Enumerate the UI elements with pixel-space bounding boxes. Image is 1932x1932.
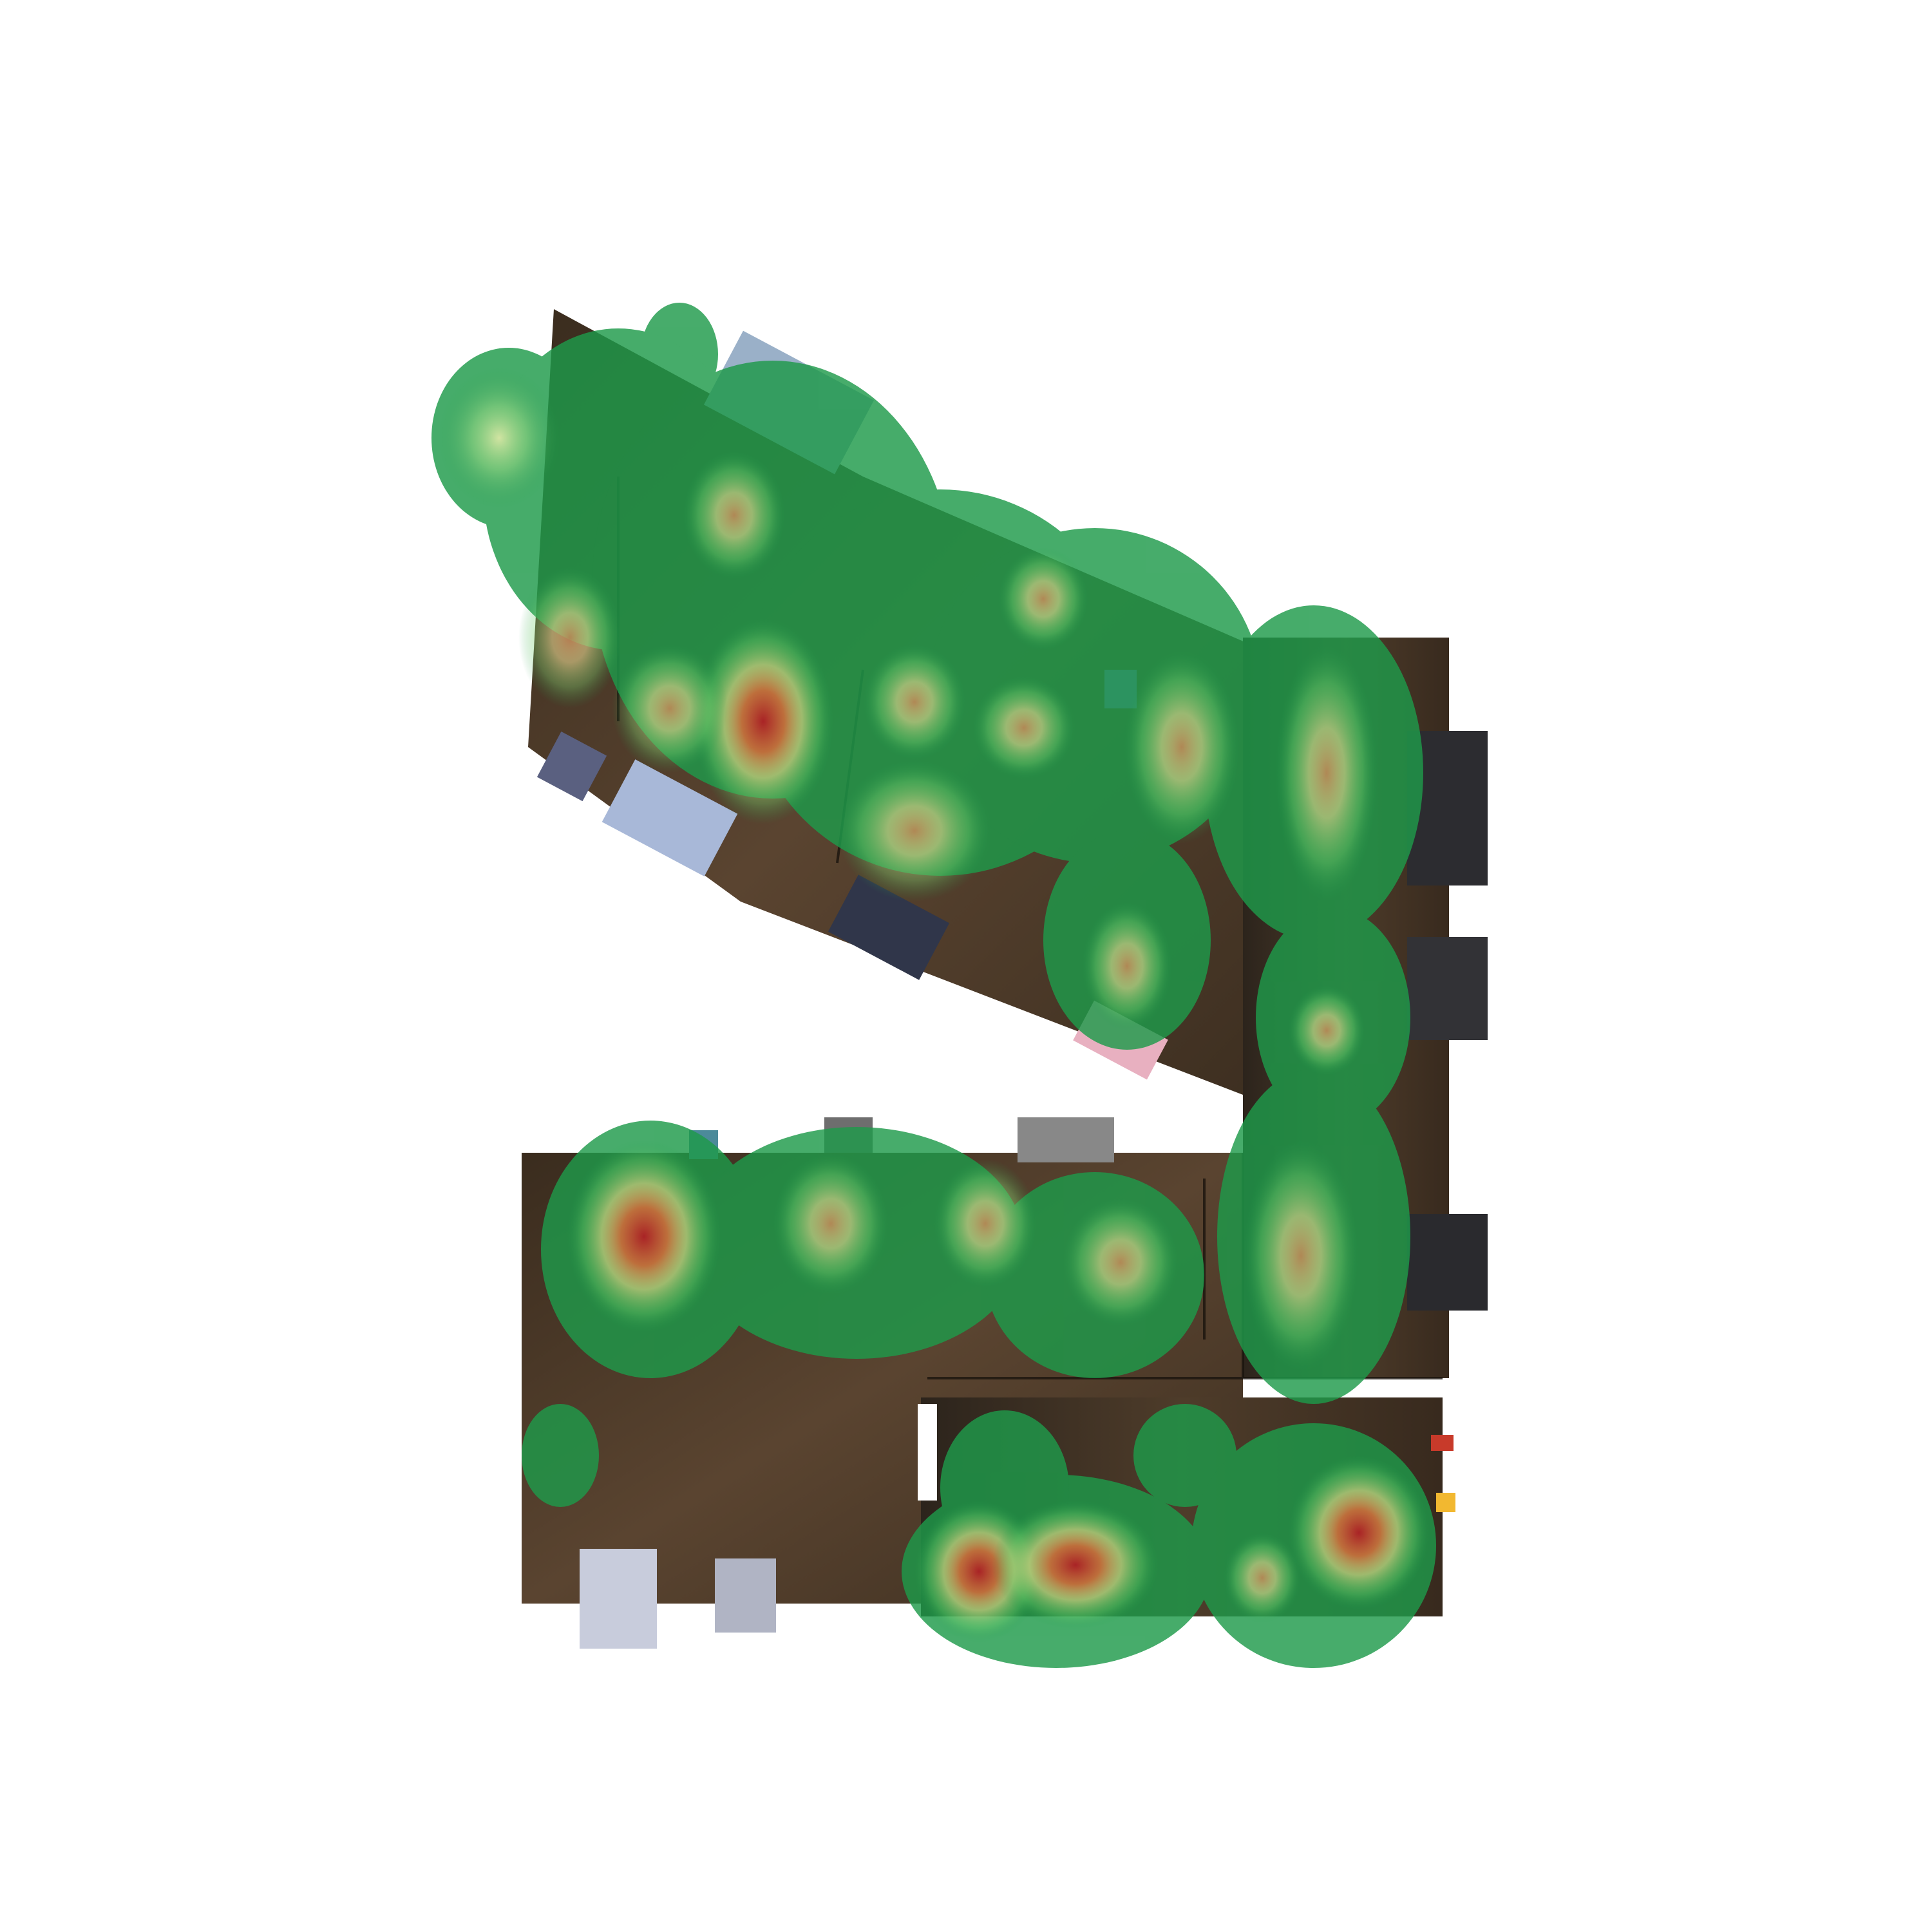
hotspot-corridor-2 bbox=[1243, 1140, 1359, 1372]
hotspot-corridor-mid bbox=[1082, 902, 1172, 1030]
hotspot-upper-mid bbox=[837, 760, 992, 902]
hotspot-south-small bbox=[1224, 1533, 1301, 1623]
art-red-stripe bbox=[1431, 1435, 1454, 1451]
hotspot-upper-top bbox=[683, 451, 786, 580]
heat-region-lower-small bbox=[522, 1404, 599, 1507]
art-grey-texture-top bbox=[1018, 1117, 1114, 1162]
art-blue-panel-left bbox=[601, 759, 738, 876]
art-dots-grid bbox=[828, 875, 950, 980]
art-grey-blue-small bbox=[715, 1558, 776, 1633]
hotspot-corridor-low bbox=[1288, 985, 1365, 1075]
hotspot-upper-center bbox=[692, 618, 834, 824]
art-dark-smoke-2 bbox=[1407, 937, 1488, 1040]
hotspot-upper-right bbox=[1124, 650, 1240, 844]
art-dots-small bbox=[536, 731, 607, 802]
hotspot-lower-east bbox=[1063, 1198, 1179, 1327]
hotspot-upper-c2 bbox=[612, 644, 728, 773]
hotspot-upper-mid4 bbox=[998, 547, 1088, 650]
hotspot-lower-mid bbox=[773, 1153, 889, 1294]
hotspot-south-right bbox=[1288, 1455, 1430, 1610]
art-portal-white bbox=[580, 1549, 657, 1649]
art-dark-smoke-3 bbox=[1407, 1214, 1488, 1311]
art-orange-yellow bbox=[1436, 1493, 1455, 1512]
hotspot-south-mid bbox=[992, 1501, 1159, 1629]
hotspot-upper-mid2 bbox=[863, 644, 966, 760]
wall-cutout bbox=[918, 1404, 937, 1501]
hotspot-corridor-top bbox=[1275, 644, 1378, 902]
hotspot-upper-left bbox=[518, 567, 621, 708]
hotspot-lower-west bbox=[567, 1140, 721, 1333]
hotspot-nw-pale bbox=[438, 367, 560, 509]
hotspot-upper-mid3 bbox=[972, 676, 1075, 779]
hotspot-lower-mid2 bbox=[934, 1159, 1037, 1288]
heatmap-hotspots bbox=[438, 367, 1430, 1642]
